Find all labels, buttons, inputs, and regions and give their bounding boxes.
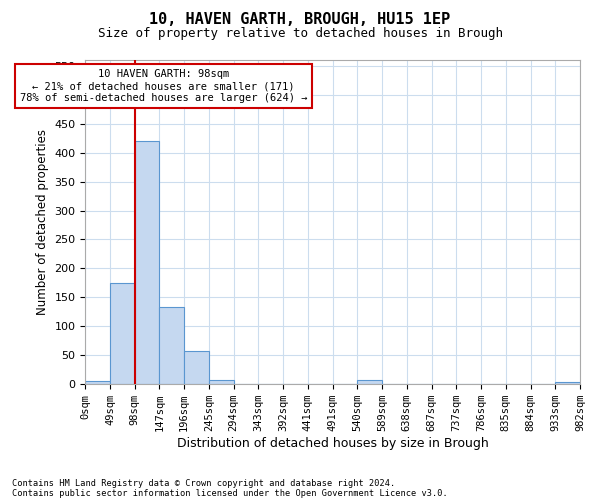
Text: Contains public sector information licensed under the Open Government Licence v3: Contains public sector information licen… bbox=[12, 488, 448, 498]
X-axis label: Distribution of detached houses by size in Brough: Distribution of detached houses by size … bbox=[177, 437, 488, 450]
Y-axis label: Number of detached properties: Number of detached properties bbox=[36, 129, 49, 315]
Text: 10, HAVEN GARTH, BROUGH, HU15 1EP: 10, HAVEN GARTH, BROUGH, HU15 1EP bbox=[149, 12, 451, 28]
Bar bbox=[110, 283, 134, 384]
Text: Contains HM Land Registry data © Crown copyright and database right 2024.: Contains HM Land Registry data © Crown c… bbox=[12, 478, 395, 488]
Text: Size of property relative to detached houses in Brough: Size of property relative to detached ho… bbox=[97, 28, 503, 40]
Bar bbox=[358, 380, 382, 384]
Bar bbox=[184, 350, 209, 384]
Bar bbox=[209, 380, 233, 384]
Bar bbox=[85, 382, 110, 384]
Bar bbox=[134, 141, 160, 384]
Bar bbox=[555, 382, 580, 384]
Text: 10 HAVEN GARTH: 98sqm
← 21% of detached houses are smaller (171)
78% of semi-det: 10 HAVEN GARTH: 98sqm ← 21% of detached … bbox=[20, 70, 307, 102]
Bar bbox=[160, 307, 184, 384]
